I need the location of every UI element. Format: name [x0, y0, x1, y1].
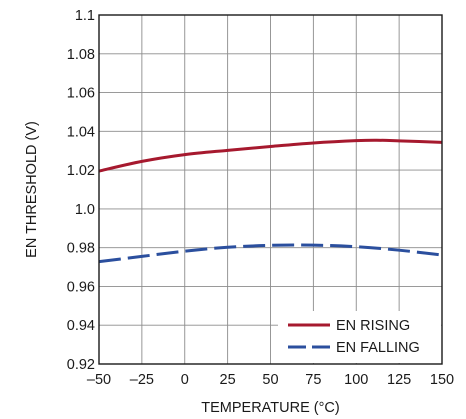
y-tick-label: 0.98 — [67, 241, 95, 257]
y-tick-label: 0.96 — [67, 279, 95, 295]
y-tick-label: 0.94 — [67, 318, 95, 334]
grid-lines — [99, 15, 442, 364]
x-tick-label: 100 — [344, 372, 368, 388]
legend-label: EN RISING — [336, 318, 410, 334]
x-tick-label: 0 — [181, 372, 189, 388]
series-lines — [98, 138, 443, 264]
legend-background — [278, 311, 441, 363]
x-tick-label: 75 — [305, 372, 321, 388]
x-axis-label: TEMPERATURE (°C) — [201, 400, 339, 416]
legend: EN RISING EN FALLING — [278, 311, 441, 363]
x-tick-label: –25 — [130, 372, 154, 388]
y-axis-label: EN THRESHOLD (V) — [24, 121, 40, 258]
y-tick-labels: 0.92 0.94 0.96 0.98 1.0 1.02 1.04 1.06 1.08 1.1 — [67, 8, 95, 373]
y-tick-label: 1.1 — [75, 8, 95, 24]
x-tick-label: 125 — [387, 372, 411, 388]
y-tick-label: 1.02 — [67, 163, 95, 179]
y-tick-label: 1.0 — [75, 202, 95, 218]
y-tick-label: 1.06 — [67, 86, 95, 102]
legend-label: EN FALLING — [336, 340, 420, 356]
y-tick-label: 0.92 — [67, 357, 95, 373]
x-tick-label: 150 — [430, 372, 454, 388]
x-tick-label: 25 — [220, 372, 236, 388]
y-tick-label: 1.08 — [67, 47, 95, 63]
x-tick-labels: –50 –25 0 25 50 75 100 125 150 — [87, 372, 454, 388]
series-line-en-rising — [98, 138, 443, 173]
y-tick-label: 1.04 — [67, 124, 95, 140]
x-tick-label: 50 — [262, 372, 278, 388]
x-tick-label: –50 — [87, 372, 111, 388]
plot-frame — [98, 14, 443, 365]
